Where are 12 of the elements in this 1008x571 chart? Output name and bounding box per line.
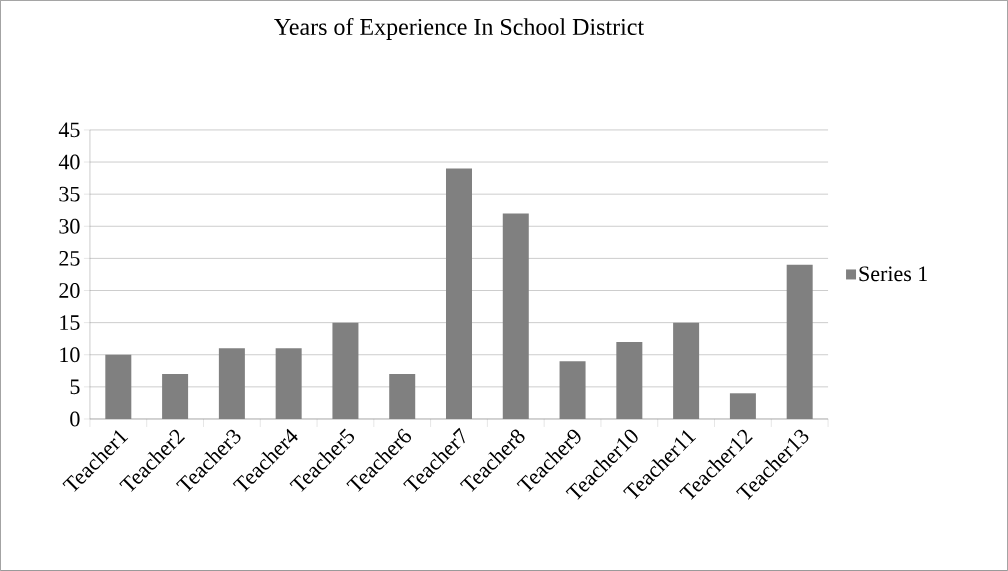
y-tick-label: 45 (58, 122, 80, 138)
y-tick-label: 5 (70, 379, 80, 395)
y-tick-label: 20 (59, 283, 80, 298)
y-tick-label: 30 (59, 218, 80, 234)
chart-title: Years of Experience In School District (274, 17, 644, 40)
y-tick-label: 10 (60, 347, 80, 363)
y-tick-label: 35 (59, 186, 80, 202)
y-tick-label: 25 (59, 251, 80, 266)
legend-label: Series 1 (859, 266, 927, 282)
y-tick-label: 0 (70, 411, 80, 427)
y-tick-label: 40 (58, 154, 80, 170)
y-tick-label: 15 (60, 315, 80, 331)
